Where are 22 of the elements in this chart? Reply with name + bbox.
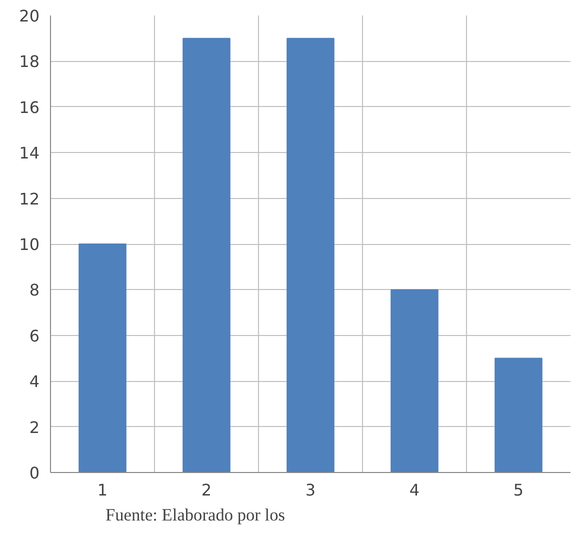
bar (390, 289, 438, 472)
bar (494, 358, 542, 472)
y-tick-label: 4 (29, 372, 40, 392)
x-tick-label: 4 (409, 480, 420, 500)
y-tick-label: 20 (19, 6, 40, 26)
source-note: Fuente: Elaborado por los (106, 506, 286, 524)
y-tick-label: 2 (29, 418, 40, 437)
bar (78, 244, 126, 472)
x-tick-label: 2 (201, 480, 212, 500)
bar (286, 38, 334, 472)
y-tick-label: 6 (29, 326, 40, 346)
y-tick-label: 10 (19, 235, 40, 254)
bar (182, 38, 230, 472)
x-tick-label: 1 (97, 480, 108, 500)
x-tick-label: 3 (305, 480, 316, 500)
y-tick-label: 16 (19, 98, 40, 117)
y-tick-label: 8 (29, 280, 40, 300)
y-tick-label: 14 (19, 144, 40, 163)
y-tick-label: 0 (29, 464, 40, 482)
y-tick-label: 12 (19, 189, 40, 208)
x-tick-label: 5 (513, 480, 524, 500)
y-tick-label: 18 (19, 52, 40, 72)
